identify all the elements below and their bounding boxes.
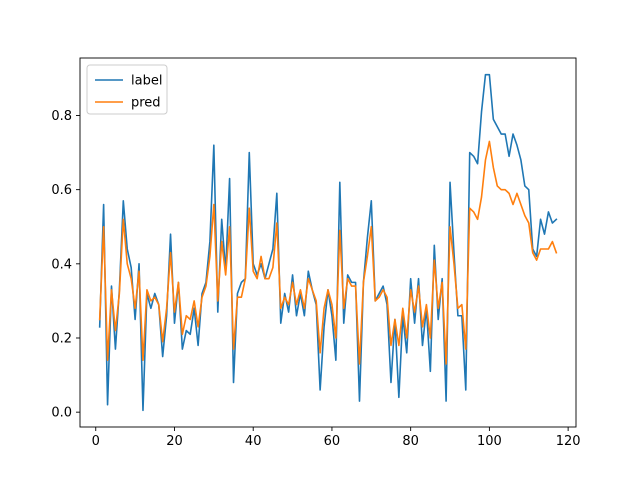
axes-frame xyxy=(79,57,577,428)
x-tick-label: 40 xyxy=(245,434,262,449)
y-tick-label: 0.4 xyxy=(51,257,72,272)
plot-area xyxy=(98,73,558,412)
x-tick-label: 120 xyxy=(556,434,581,449)
y-tick-label: 0.8 xyxy=(51,109,72,124)
y-tick-label: 0.6 xyxy=(51,183,72,198)
legend: label pred xyxy=(86,64,168,115)
axes: 0 20 40 60 80 100 120 0.0 0.2 0.4 0.6 0.8 xyxy=(51,57,581,449)
y-tick-label: 0.2 xyxy=(51,331,72,346)
series-line-pred xyxy=(98,140,558,365)
x-tick-label: 80 xyxy=(402,434,419,449)
x-tick-label: 60 xyxy=(324,434,341,449)
x-tick-label: 20 xyxy=(166,434,183,449)
x-tick-label: 0 xyxy=(92,434,100,449)
legend-label-pred: pred xyxy=(131,96,161,111)
x-tick-label: 100 xyxy=(477,434,502,449)
y-tick-label: 0.0 xyxy=(51,406,72,421)
legend-label-label: label xyxy=(131,74,162,89)
